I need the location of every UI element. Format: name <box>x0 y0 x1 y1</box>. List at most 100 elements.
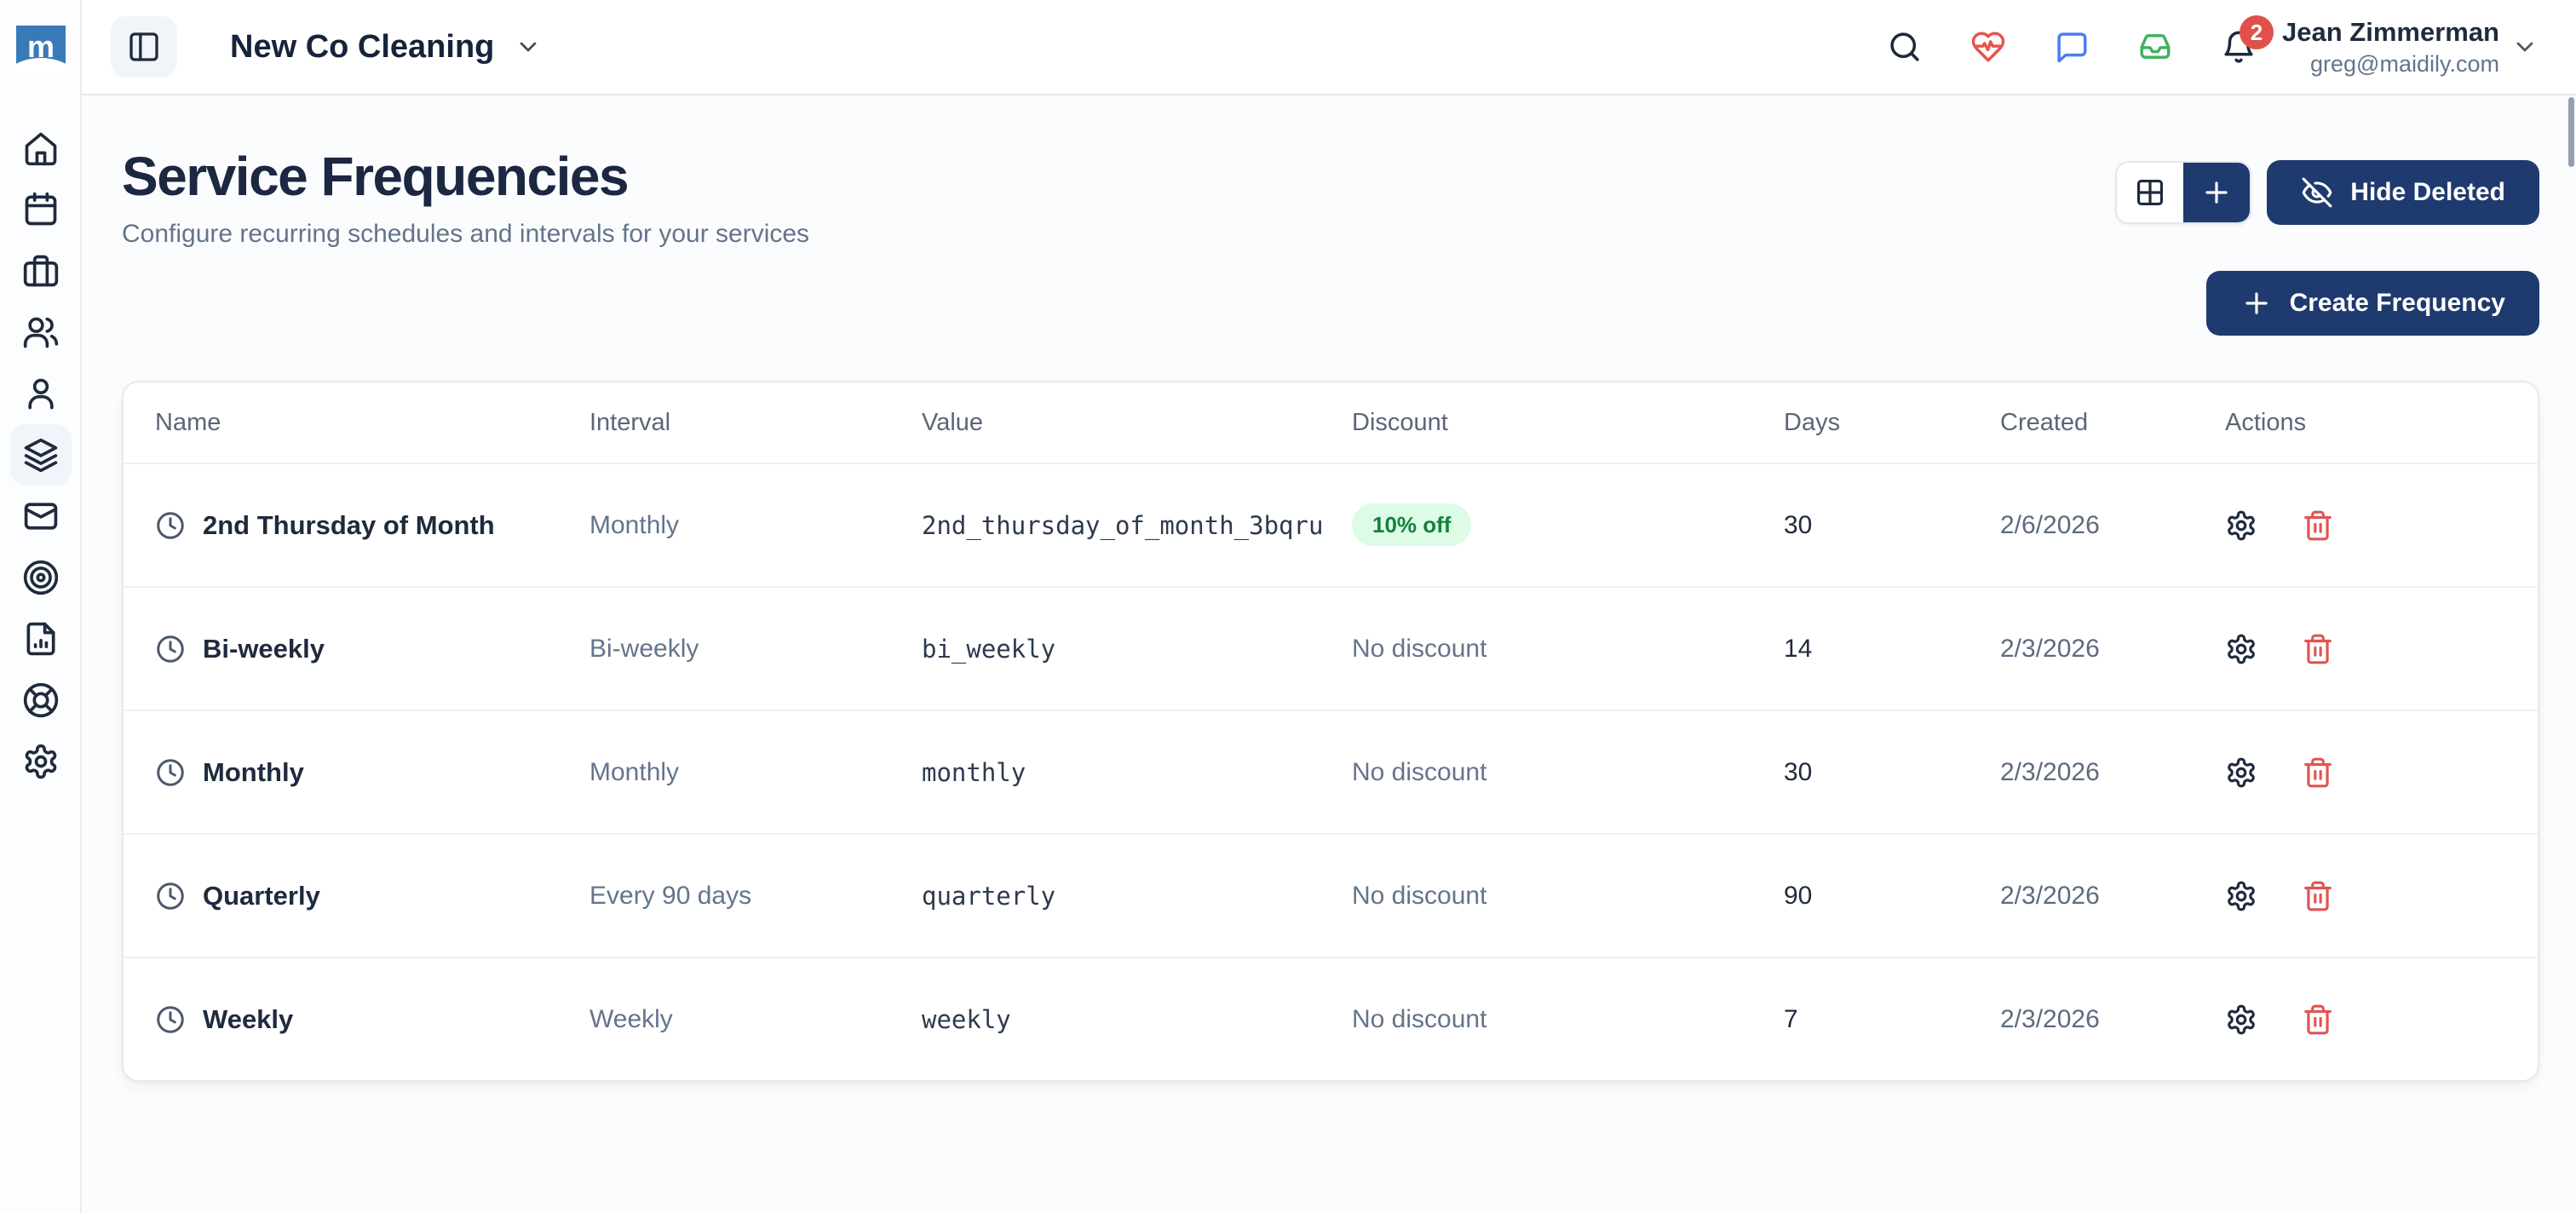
delete-frequency-button[interactable] <box>2302 509 2334 542</box>
discount-cell: No discount <box>1352 634 1487 663</box>
page-header: Service Frequencies Configure recurring … <box>82 95 2576 336</box>
actions-cell <box>2194 880 2538 912</box>
sidebar-item-reports[interactable] <box>10 608 72 670</box>
sidebar: m <box>0 0 82 1213</box>
frequency-name-cell: 2nd Thursday of Month <box>124 510 558 541</box>
hide-deleted-button[interactable]: Hide Deleted <box>2267 160 2539 225</box>
value-cell: bi_weekly <box>922 634 1056 664</box>
gear-icon <box>25 744 57 779</box>
panel-left-icon <box>129 32 158 61</box>
gear-icon <box>2228 881 2255 911</box>
inbox-button[interactable] <box>2137 29 2173 65</box>
trash-icon <box>2304 757 2332 787</box>
page-subtitle: Configure recurring schedules and interv… <box>122 220 810 248</box>
frequencies-table: Name Interval Value Discount Days Create… <box>122 381 2539 1082</box>
delete-frequency-button[interactable] <box>2302 756 2334 789</box>
created-cell: 2/3/2026 <box>2000 757 2100 786</box>
discount-cell: No discount <box>1352 757 1487 786</box>
clock-icon <box>157 882 184 910</box>
gear-icon <box>2228 1004 2255 1034</box>
target-icon <box>23 560 59 595</box>
column-header-value: Value <box>922 408 984 436</box>
company-name[interactable]: New Co Cleaning <box>230 28 495 65</box>
edit-frequency-button[interactable] <box>2225 509 2257 542</box>
delete-frequency-button[interactable] <box>2302 1003 2334 1036</box>
sidebar-item-marketing[interactable] <box>10 547 72 608</box>
calendar-icon <box>25 192 57 226</box>
discount-cell: 10% off <box>1320 503 1752 546</box>
sidebar-item-settings[interactable] <box>10 731 72 792</box>
days-cell: 14 <box>1784 634 1813 663</box>
page-title: Service Frequencies <box>122 146 630 207</box>
app-logo[interactable]: m <box>16 26 66 73</box>
life-buoy-icon <box>23 682 59 718</box>
sidebar-nav <box>10 118 72 792</box>
user-icon <box>28 378 54 410</box>
sidebar-item-staff[interactable] <box>10 363 72 424</box>
search-icon <box>1890 32 1919 61</box>
add-view-button[interactable] <box>2183 163 2251 222</box>
grid-icon <box>2137 179 2164 206</box>
value-cell: weekly <box>922 1004 1011 1034</box>
created-cell: 2/3/2026 <box>2000 634 2100 663</box>
table-row: Bi-weekly Bi-weekly bi_weekly No discoun… <box>124 586 2538 710</box>
topbar-actions: 2 <box>1887 15 2274 65</box>
frequency-name-cell: Monthly <box>124 757 558 788</box>
gear-icon <box>2228 634 2255 664</box>
user-menu-caret[interactable] <box>2511 33 2539 60</box>
trash-icon <box>2304 881 2332 911</box>
sidebar-item-customers[interactable] <box>10 302 72 363</box>
chat-button[interactable] <box>2054 29 2090 65</box>
table-row: Quarterly Every 90 days quarterly No dis… <box>124 833 2538 957</box>
actions-cell <box>2194 509 2538 542</box>
column-header-created: Created <box>2000 408 2089 436</box>
sidebar-toggle-button[interactable] <box>111 16 177 78</box>
frequency-name: Weekly <box>203 1003 294 1034</box>
users-icon <box>23 317 59 348</box>
edit-frequency-button[interactable] <box>2225 880 2257 912</box>
table-row: 2nd Thursday of Month Monthly 2nd_thursd… <box>124 463 2538 586</box>
sidebar-item-calendar[interactable] <box>10 179 72 240</box>
sidebar-item-support[interactable] <box>10 670 72 731</box>
view-toggle <box>2115 161 2252 224</box>
briefcase-icon <box>23 255 59 287</box>
sidebar-item-jobs[interactable] <box>10 240 72 302</box>
health-status-button[interactable] <box>1970 29 2006 65</box>
sidebar-item-email[interactable] <box>10 486 72 547</box>
bell-icon <box>2224 31 2253 63</box>
frequency-name: Monthly <box>203 756 304 787</box>
frequency-name-cell: Weekly <box>124 1004 558 1035</box>
file-chart-icon <box>26 622 55 656</box>
table-row: Monthly Monthly monthly No discount 30 2… <box>124 710 2538 833</box>
chat-icon <box>2057 32 2087 63</box>
company-switcher[interactable] <box>515 33 542 60</box>
actions-cell <box>2194 633 2538 665</box>
topbar: New Co Cleaning 2 Jean Zimmerman greg@ma… <box>82 0 2576 95</box>
clock-icon <box>157 1005 184 1033</box>
edit-frequency-button[interactable] <box>2225 1003 2257 1036</box>
frequency-name-cell: Bi-weekly <box>124 634 558 664</box>
layers-icon <box>24 438 58 473</box>
created-cell: 2/3/2026 <box>2000 881 2100 910</box>
sidebar-item-home[interactable] <box>10 118 72 179</box>
sidebar-item-frequencies[interactable] <box>10 424 72 486</box>
chevron-down-icon <box>520 42 537 52</box>
gear-icon <box>2228 757 2255 787</box>
notification-badge: 2 <box>2240 15 2274 49</box>
value-cell: monthly <box>922 757 1026 787</box>
scrollbar-thumb[interactable] <box>2568 97 2574 167</box>
grid-view-button[interactable] <box>2117 163 2184 222</box>
user-menu[interactable]: Jean Zimmerman greg@maidily.com <box>2282 17 2499 78</box>
delete-frequency-button[interactable] <box>2302 880 2334 912</box>
table-row: Weekly Weekly weekly No discount 7 2/3/2… <box>124 957 2538 1080</box>
discount-cell: No discount <box>1352 881 1487 910</box>
trash-icon <box>2304 1004 2332 1034</box>
delete-frequency-button[interactable] <box>2302 633 2334 665</box>
edit-frequency-button[interactable] <box>2225 756 2257 789</box>
notifications-button[interactable]: 2 <box>2221 15 2274 65</box>
create-frequency-button[interactable]: Create Frequency <box>2205 271 2539 336</box>
edit-frequency-button[interactable] <box>2225 633 2257 665</box>
actions-cell <box>2194 1003 2538 1036</box>
search-button[interactable] <box>1887 29 1923 65</box>
interval-cell: Monthly <box>589 510 680 539</box>
